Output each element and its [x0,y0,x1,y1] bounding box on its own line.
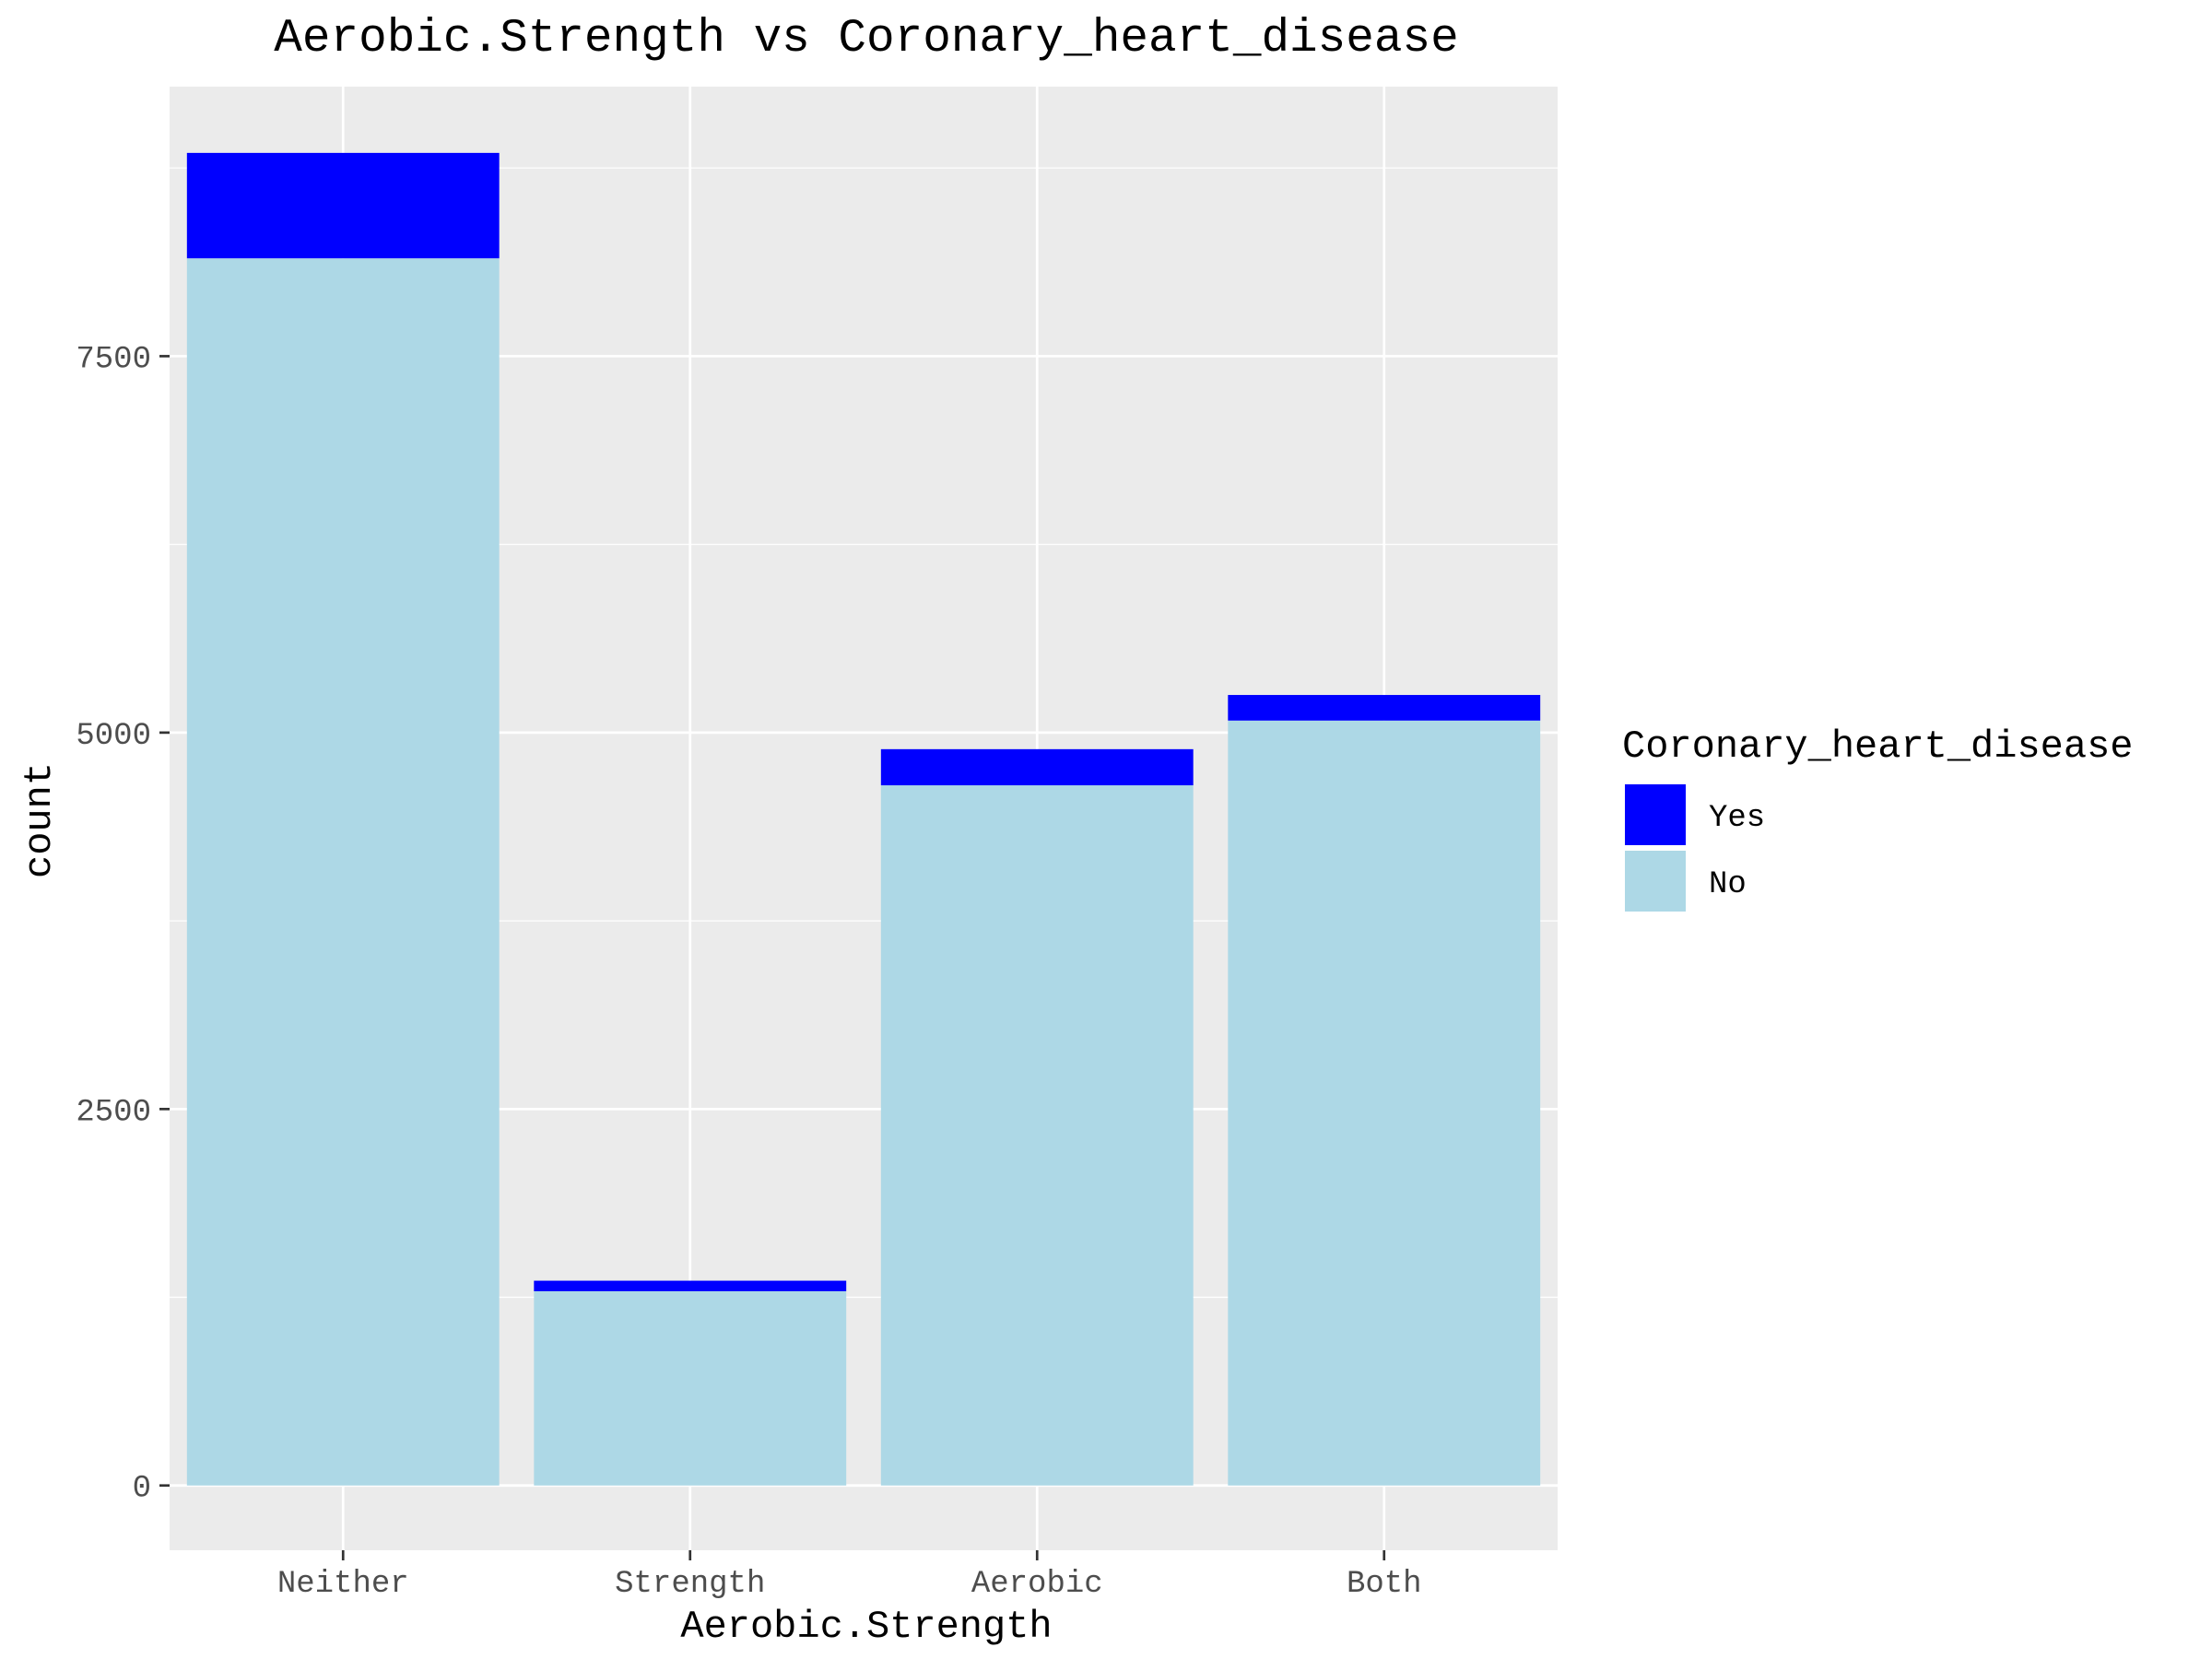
y-tick-label: 7500 [76,342,151,377]
legend-label-yes: Yes [1709,801,1765,836]
legend-key-yes [1623,782,1688,847]
chart-title: Aerobic.Strength vs Coronary_heart_disea… [274,13,1458,65]
x-tick-label: Strength [615,1567,765,1602]
x-tick-label: Aerobic [971,1567,1103,1602]
legend-title: Coronary_heart_disease [1622,724,2134,769]
legend: Coronary_heart_disease Yes No [1622,724,2134,913]
bar-strength-no [534,1290,847,1486]
y-tick-label: 2500 [76,1095,151,1130]
bar-neither-yes [186,152,500,259]
y-axis: 0 2500 5000 7500 [76,342,170,1507]
x-tick-label: Neither [277,1567,409,1602]
y-tick-label: 5000 [76,719,151,754]
bar-both-yes [1228,695,1541,721]
bar-both-no [1228,720,1541,1486]
bar-neither-no [186,258,500,1486]
y-tick-label: 0 [133,1472,151,1507]
bar-aerobic-yes [880,748,1194,786]
x-axis: Neither Strength Aerobic Both [277,1550,1422,1602]
legend-label-no: No [1709,867,1747,902]
y-axis-title: count [18,762,62,878]
x-tick-label: Both [1347,1567,1422,1602]
bars [186,152,1541,1486]
x-axis-title: Aerobic.Strength [680,1605,1052,1649]
bar-aerobic-no [880,785,1194,1486]
legend-key-no [1623,849,1688,913]
bar-strength-yes [534,1280,847,1291]
